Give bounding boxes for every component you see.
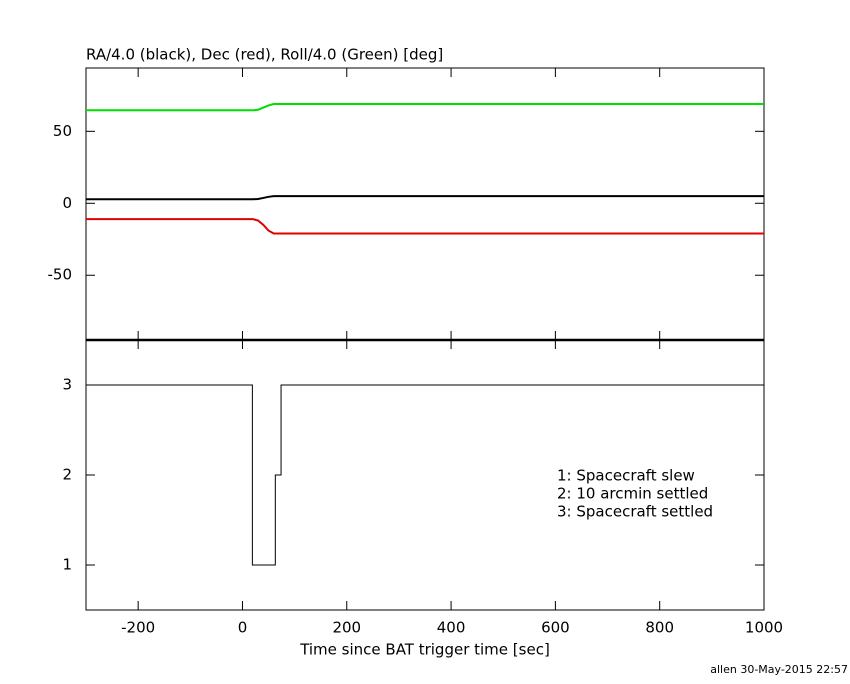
- y-tick-label: -50: [48, 266, 73, 284]
- x-tick-label: 1000: [745, 619, 783, 637]
- x-tick-label: 800: [645, 619, 674, 637]
- y-tick-label: 1: [62, 556, 72, 574]
- annotation: 2: 10 arcmin settled: [557, 485, 708, 503]
- y-tick-label: 50: [53, 122, 72, 140]
- x-tick-label: 0: [238, 619, 248, 637]
- y-tick-label: 0: [62, 194, 72, 212]
- data-line: [86, 195, 764, 201]
- annotation: 1: Spacecraft slew: [557, 467, 695, 485]
- x-tick-label: 200: [332, 619, 361, 637]
- annotation: 3: Spacecraft settled: [557, 503, 713, 521]
- footer: allen 30-May-2015 22:57: [710, 663, 848, 676]
- y-tick-label: 3: [62, 376, 72, 394]
- x-tick-label: 400: [437, 619, 466, 637]
- x-tick-label: -200: [121, 619, 155, 637]
- x-axis-label: Time since BAT trigger time [sec]: [299, 641, 550, 659]
- data-line: [86, 218, 764, 235]
- data-line: [86, 102, 764, 112]
- step-line: [86, 384, 764, 566]
- y-tick-label: 2: [62, 466, 72, 484]
- chart-title: RA/4.0 (black), Dec (red), Roll/4.0 (Gre…: [86, 46, 443, 64]
- x-tick-label: 600: [541, 619, 570, 637]
